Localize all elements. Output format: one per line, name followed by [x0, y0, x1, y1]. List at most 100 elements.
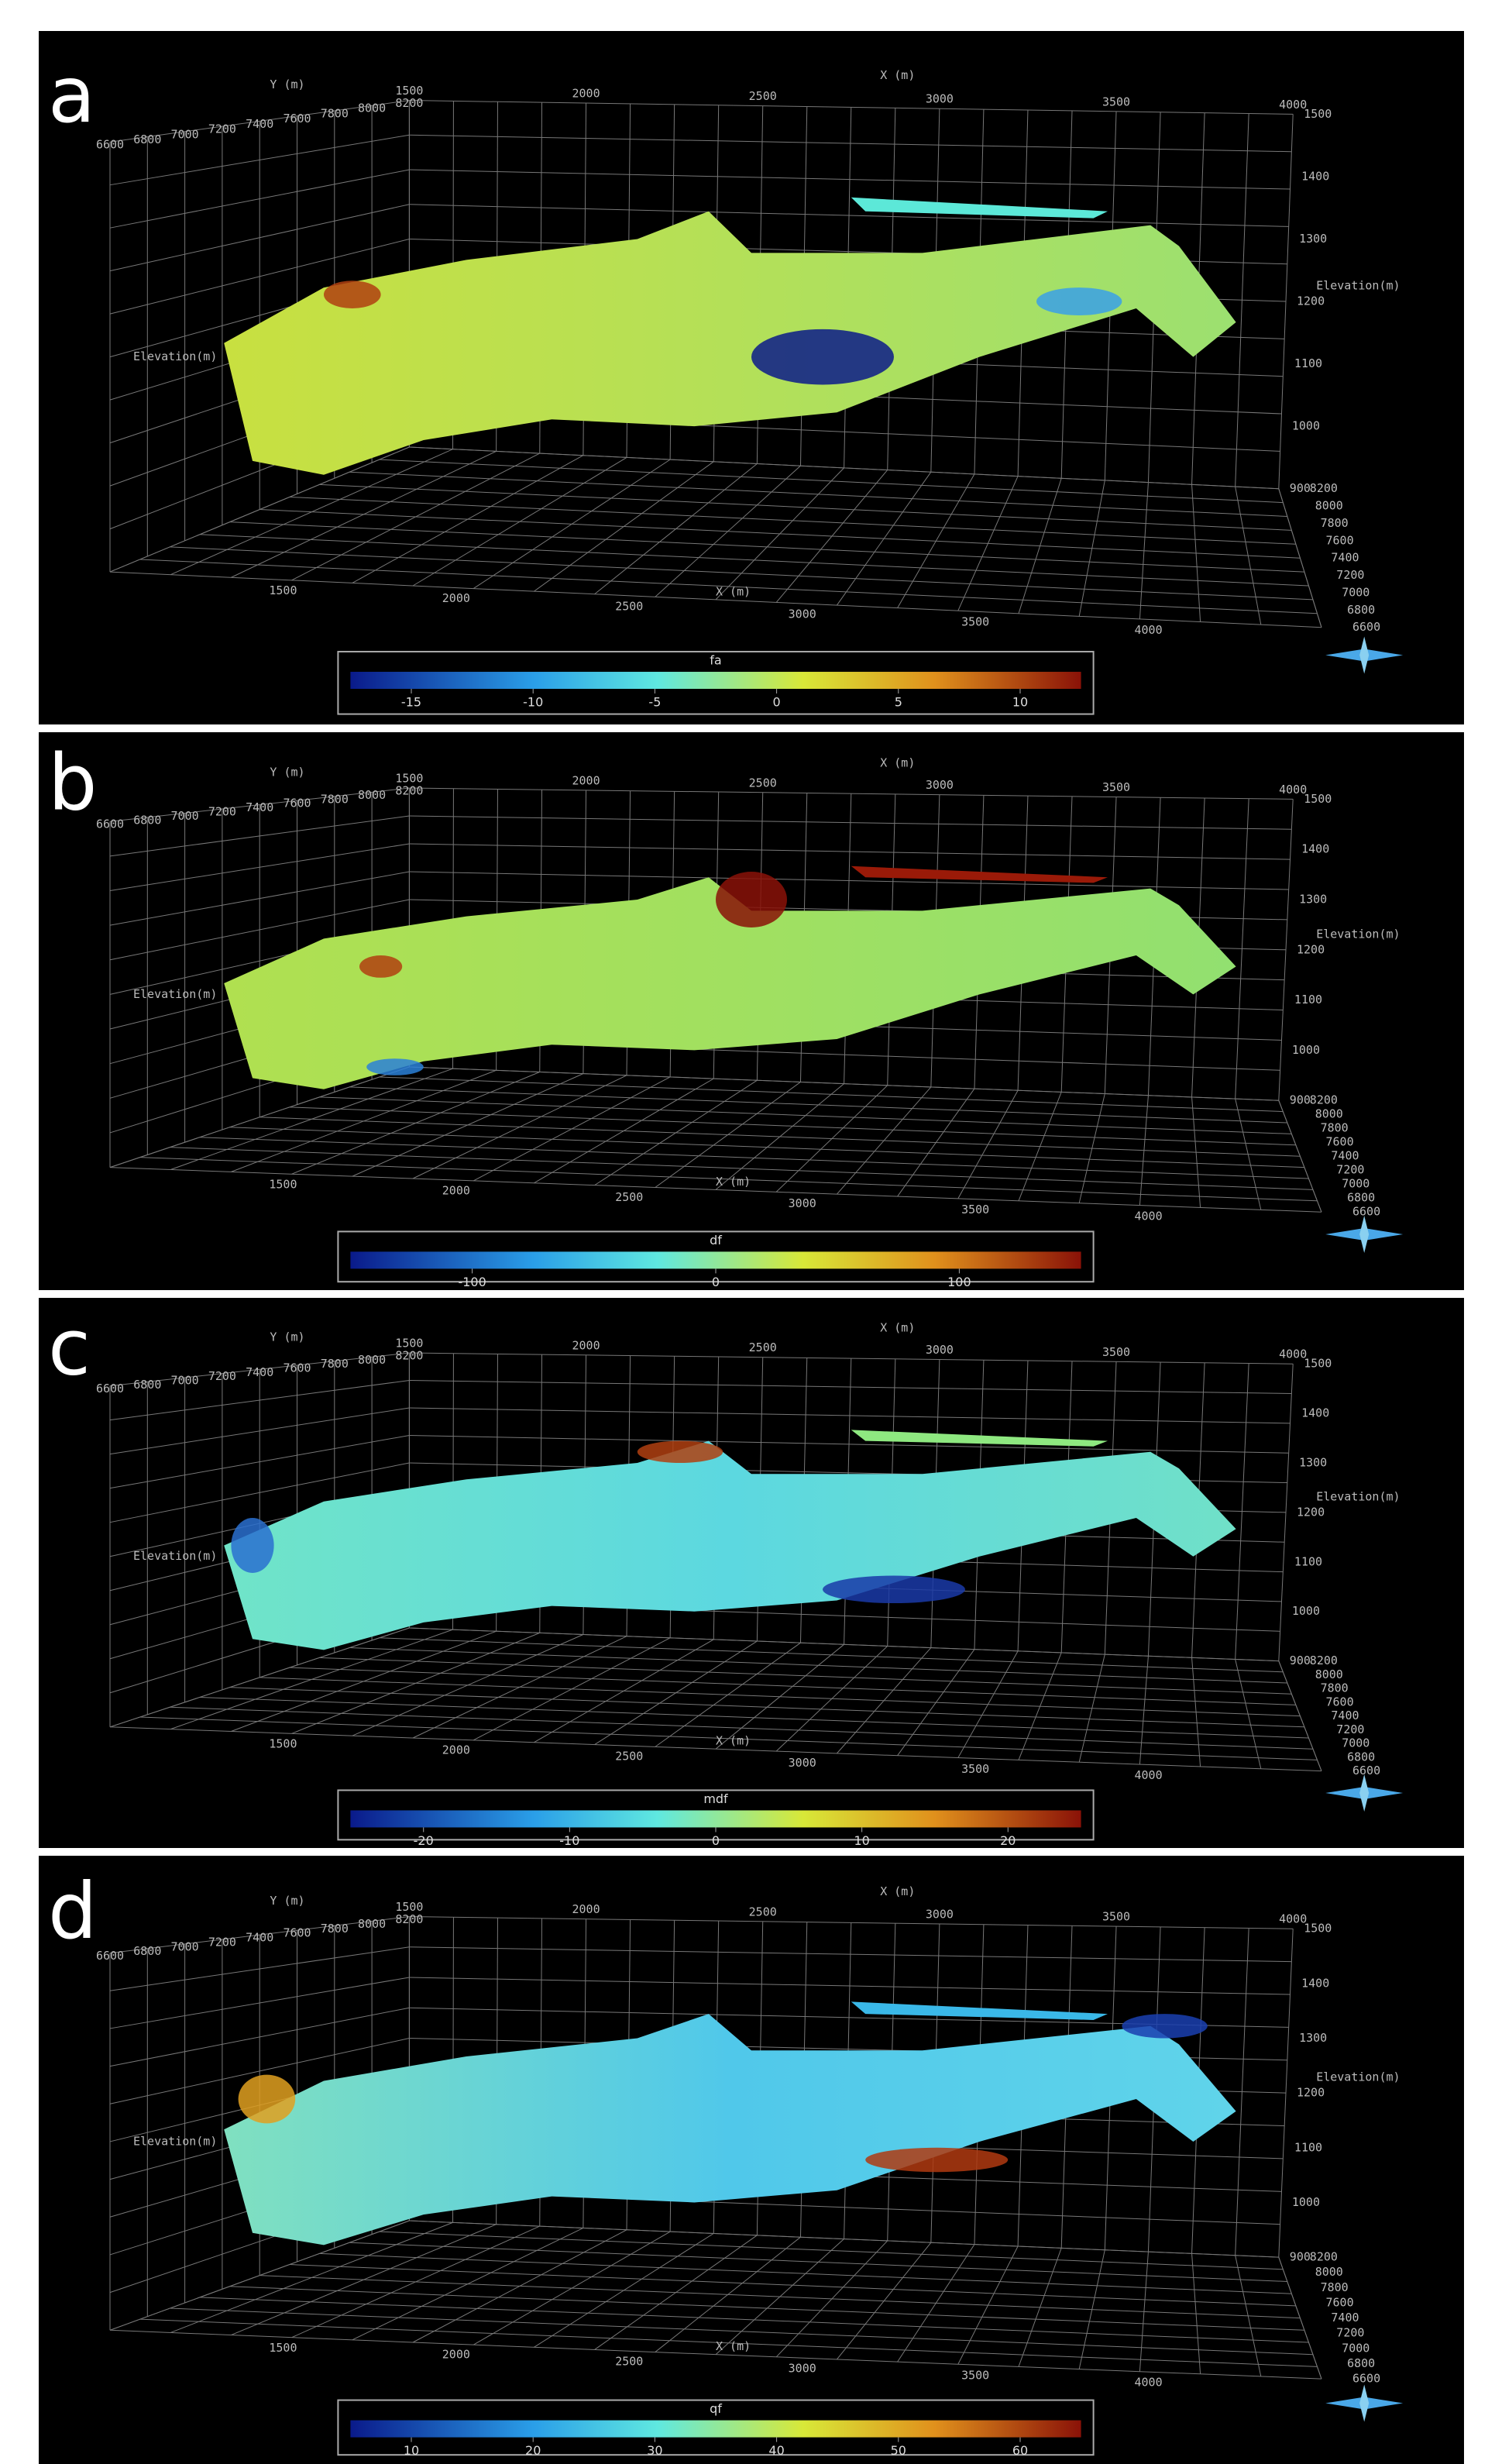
x-tick-label: 3000: [926, 92, 954, 106]
floor-grid-line: [379, 459, 1284, 504]
x-tick-label: 3500: [961, 1762, 989, 1776]
x-tick-label: 3500: [961, 2369, 989, 2383]
compass: [1359, 2384, 1370, 2422]
x-tick-label: 3500: [961, 615, 989, 629]
floor-grid-line: [229, 1687, 1304, 1728]
x-axis-title: X (m): [716, 1175, 751, 1189]
x-tick-label: 1500: [269, 1177, 297, 1191]
x-tick-label: 3000: [926, 1907, 954, 1921]
y-axis-title: Y (m): [270, 766, 304, 779]
back-grid-line: [409, 787, 1294, 800]
x-tick-label: 2500: [615, 599, 643, 613]
floor-grid-line: [109, 1726, 1322, 1772]
colorbar-tick-label: 10: [1012, 695, 1028, 710]
x-tick-label: 1500: [269, 1736, 297, 1750]
elevation-tick-label: 1300: [1299, 1456, 1327, 1470]
x-tick-label: 2000: [572, 1902, 600, 1916]
y-tick-label: 6600: [96, 1949, 124, 1963]
y-tick-label: 7000: [1342, 585, 1370, 599]
elevation-tick-label: 1200: [1297, 942, 1325, 956]
y-tick-label: 7800: [1321, 1681, 1349, 1695]
colorbar-title: qf: [710, 2401, 722, 2416]
y-tick-label: 6800: [1347, 603, 1375, 617]
anomaly: [1036, 287, 1122, 315]
y-tick-label: 8000: [358, 1353, 386, 1367]
x-tick-label: 4000: [1135, 1209, 1163, 1223]
y-tick-label: 7000: [1342, 1736, 1370, 1750]
floor-grid-line: [229, 1127, 1304, 1168]
y-tick-label: 7000: [171, 1373, 199, 1387]
x-tick-label: 3000: [789, 1196, 816, 1210]
floor-grid-line: [289, 1667, 1296, 1705]
elevation-tick-label: 1100: [1294, 2140, 1322, 2154]
colorbar-tick-label: -10: [559, 1833, 579, 1848]
elevation-tick-label: 1100: [1294, 993, 1322, 1007]
floor-grid-line: [139, 1716, 1318, 1760]
y-tick-label: 8000: [1315, 2265, 1343, 2279]
x-tick-label: 2000: [572, 773, 600, 787]
elevation-tick-label: 1500: [1304, 1357, 1332, 1371]
y-tick-label: 7000: [171, 1939, 199, 1953]
y-tick-label: 7800: [321, 106, 349, 120]
rock-body: [224, 1440, 1236, 1650]
floor-grid-line: [379, 1637, 1284, 1673]
floor-grid-line: [170, 2307, 1313, 2356]
elevation-title: Elevation(m): [1316, 2070, 1400, 2084]
x-tick-label: 2000: [442, 1184, 470, 1198]
panel-label: b: [48, 737, 97, 828]
elevation-tick-label: 1300: [1299, 893, 1327, 907]
panel-label: a: [48, 50, 95, 140]
y-tick-label: 7000: [1342, 2341, 1370, 2355]
floor-grid-line: [319, 2252, 1292, 2294]
x-tick-label: 4000: [1279, 783, 1307, 797]
elevation-tick-label: 1100: [1294, 356, 1322, 370]
back-grid-line: [409, 1627, 1279, 1662]
y-tick-label: 7600: [1326, 1135, 1354, 1149]
rock-streak: [851, 2001, 1108, 2020]
floor-grid-line: [349, 471, 1287, 517]
y-tick-label: 8000: [1315, 1107, 1343, 1121]
elevation-tick-label: 1200: [1297, 2086, 1325, 2100]
anomaly: [1122, 2014, 1208, 2039]
back-grid-line: [409, 169, 1291, 190]
box-edge: [1278, 1100, 1322, 1213]
anomaly: [637, 1440, 723, 1463]
floor-grid-line: [259, 509, 1301, 559]
panel-label: c: [48, 1302, 91, 1392]
floor-grid-line: [229, 2286, 1304, 2331]
back-grid-line: [409, 1066, 1279, 1101]
colorbar-tick-label: -20: [414, 1833, 434, 1848]
x-tick-label: 2000: [572, 87, 600, 101]
y-axis-title: Y (m): [270, 1894, 304, 1908]
y-tick-label: 6800: [1347, 2356, 1375, 2370]
compass: [1359, 636, 1370, 674]
box-edge: [1278, 2256, 1322, 2380]
y-tick-label: 6600: [96, 1382, 124, 1395]
y-tick-label: 7200: [208, 122, 236, 136]
x-axis-title: X (m): [716, 1734, 751, 1748]
elevation-tick-label: 1000: [1292, 2195, 1320, 2209]
y-tick-label: 7600: [283, 112, 311, 126]
anomaly: [231, 1518, 274, 1573]
colorbar-tick-label: 60: [1012, 2443, 1028, 2458]
colorbar: [350, 2420, 1081, 2438]
elevation-title: Elevation(m): [133, 987, 217, 1001]
elevation-tick-label: 1000: [1292, 419, 1320, 433]
x-tick-label: 3500: [1102, 1910, 1130, 1924]
rock-streak: [851, 197, 1108, 219]
x-tick-label: 4000: [1135, 2376, 1163, 2390]
x-tick-label: 1500: [269, 583, 297, 597]
x-tick-label: 2500: [749, 89, 777, 103]
floor-grid-line: [199, 1696, 1309, 1739]
y-tick-label: 7600: [1326, 533, 1354, 547]
x-tick-label: 2000: [572, 1338, 600, 1352]
floor-grid-line: [379, 1076, 1284, 1113]
colorbar-tick-label: 50: [891, 2443, 906, 2458]
x-tick-label: 1500: [269, 2341, 297, 2355]
y-tick-label: 7200: [208, 1369, 236, 1383]
y-tick-label: 7600: [1326, 1695, 1354, 1709]
x-axis-title: X (m): [880, 1884, 915, 1898]
x-tick-label: 3000: [789, 607, 816, 621]
